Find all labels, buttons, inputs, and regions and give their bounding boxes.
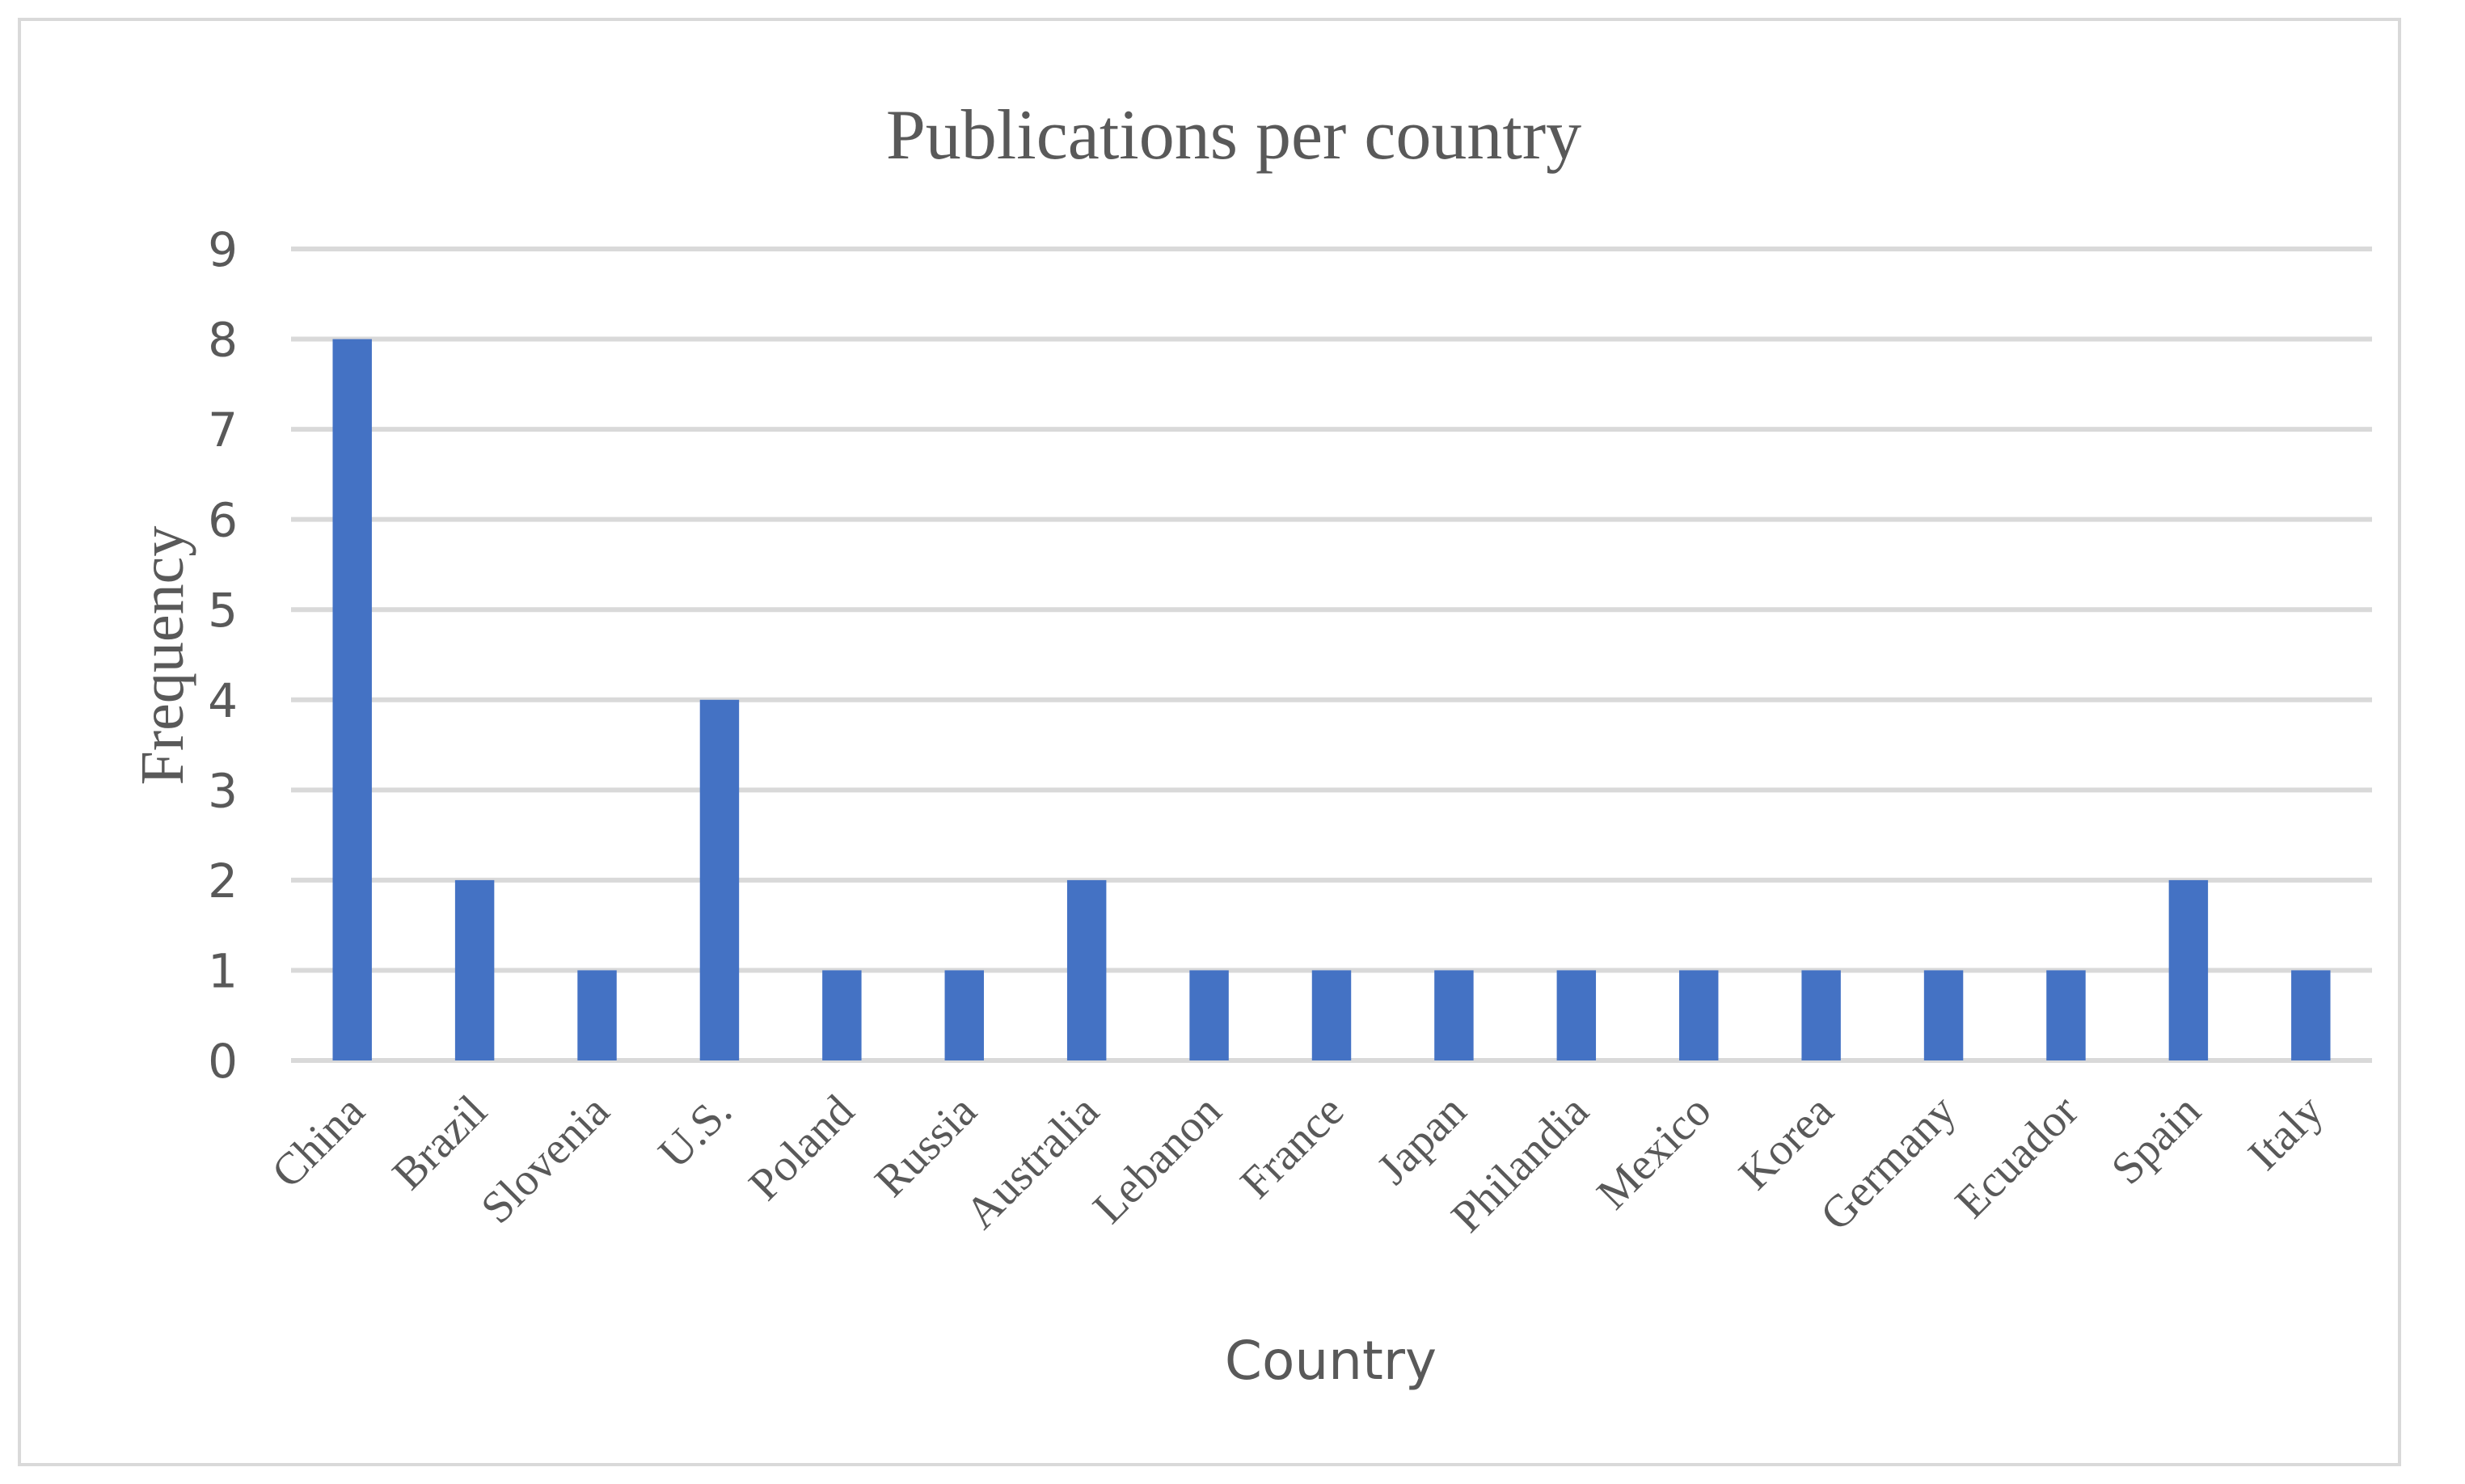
x-tick-label: France bbox=[1231, 1086, 1354, 1208]
bar-spain bbox=[2168, 879, 2209, 1060]
x-tick-label: Korea bbox=[1729, 1086, 1843, 1199]
y-axis-label: Frequency bbox=[129, 526, 196, 786]
y-tick-label: 5 bbox=[208, 583, 238, 638]
bar-mexico bbox=[1679, 970, 1719, 1060]
x-tick-label: Spain bbox=[2102, 1086, 2210, 1194]
bar-china bbox=[332, 339, 372, 1060]
bar-france bbox=[1311, 970, 1352, 1060]
x-tick-label: Ecuador bbox=[1946, 1086, 2088, 1228]
y-tick-label: 0 bbox=[208, 1034, 238, 1089]
x-tick-label: Italy bbox=[2239, 1086, 2332, 1179]
y-tick-label: 2 bbox=[208, 854, 238, 909]
x-tick-label: Japan bbox=[1368, 1086, 1476, 1194]
bar-lebanon bbox=[1189, 970, 1229, 1060]
chart-title: Publications per country bbox=[886, 96, 1581, 175]
bar-australia bbox=[1066, 879, 1107, 1060]
x-tick-label: Australia bbox=[956, 1086, 1108, 1238]
y-tick-label: 9 bbox=[208, 222, 238, 277]
y-tick-label: 7 bbox=[208, 403, 238, 457]
x-tick-label: Brazil bbox=[383, 1086, 497, 1199]
bar-japan bbox=[1434, 970, 1474, 1060]
bar-u-s bbox=[699, 699, 740, 1060]
bar-russia bbox=[944, 970, 984, 1060]
bar-korea bbox=[1801, 970, 1841, 1060]
x-tick-label: Slovenia bbox=[471, 1086, 619, 1233]
bar-brazil bbox=[454, 879, 495, 1060]
bar-layer bbox=[332, 339, 2331, 1060]
bar-philandia bbox=[1556, 970, 1597, 1060]
y-tick-label: 4 bbox=[208, 673, 238, 728]
y-tick-label: 6 bbox=[208, 493, 238, 548]
x-tick-label: Philandia bbox=[1442, 1086, 1599, 1242]
bar-italy bbox=[2291, 970, 2331, 1060]
y-tick-label: 1 bbox=[208, 943, 238, 998]
bar-ecuador bbox=[2046, 970, 2086, 1060]
chart-frame: 0 1 2 3 4 5 6 7 8 9 China Brazil Slovenia U.S. Poland… bbox=[18, 18, 2401, 1466]
bar-slovenia bbox=[577, 970, 617, 1060]
x-tick-label: Germany bbox=[1811, 1086, 1965, 1240]
y-tick-label: 8 bbox=[208, 313, 238, 368]
y-tick-labels: 0 1 2 3 4 5 6 7 8 9 bbox=[208, 222, 238, 1089]
x-axis-label: Country bbox=[1225, 1330, 1437, 1392]
x-tick-label: Russia bbox=[866, 1086, 987, 1207]
x-tick-label: Mexico bbox=[1588, 1086, 1721, 1219]
x-tick-label: Lebanon bbox=[1083, 1086, 1230, 1233]
y-tick-label: 3 bbox=[208, 763, 238, 818]
x-tick-label: U.S. bbox=[649, 1086, 741, 1178]
grid-layer bbox=[291, 247, 2372, 1063]
x-tick-label: Poland bbox=[740, 1086, 864, 1210]
bar-poland bbox=[822, 970, 862, 1060]
x-tick-label: China bbox=[262, 1086, 374, 1198]
bar-germany bbox=[1923, 970, 1964, 1060]
